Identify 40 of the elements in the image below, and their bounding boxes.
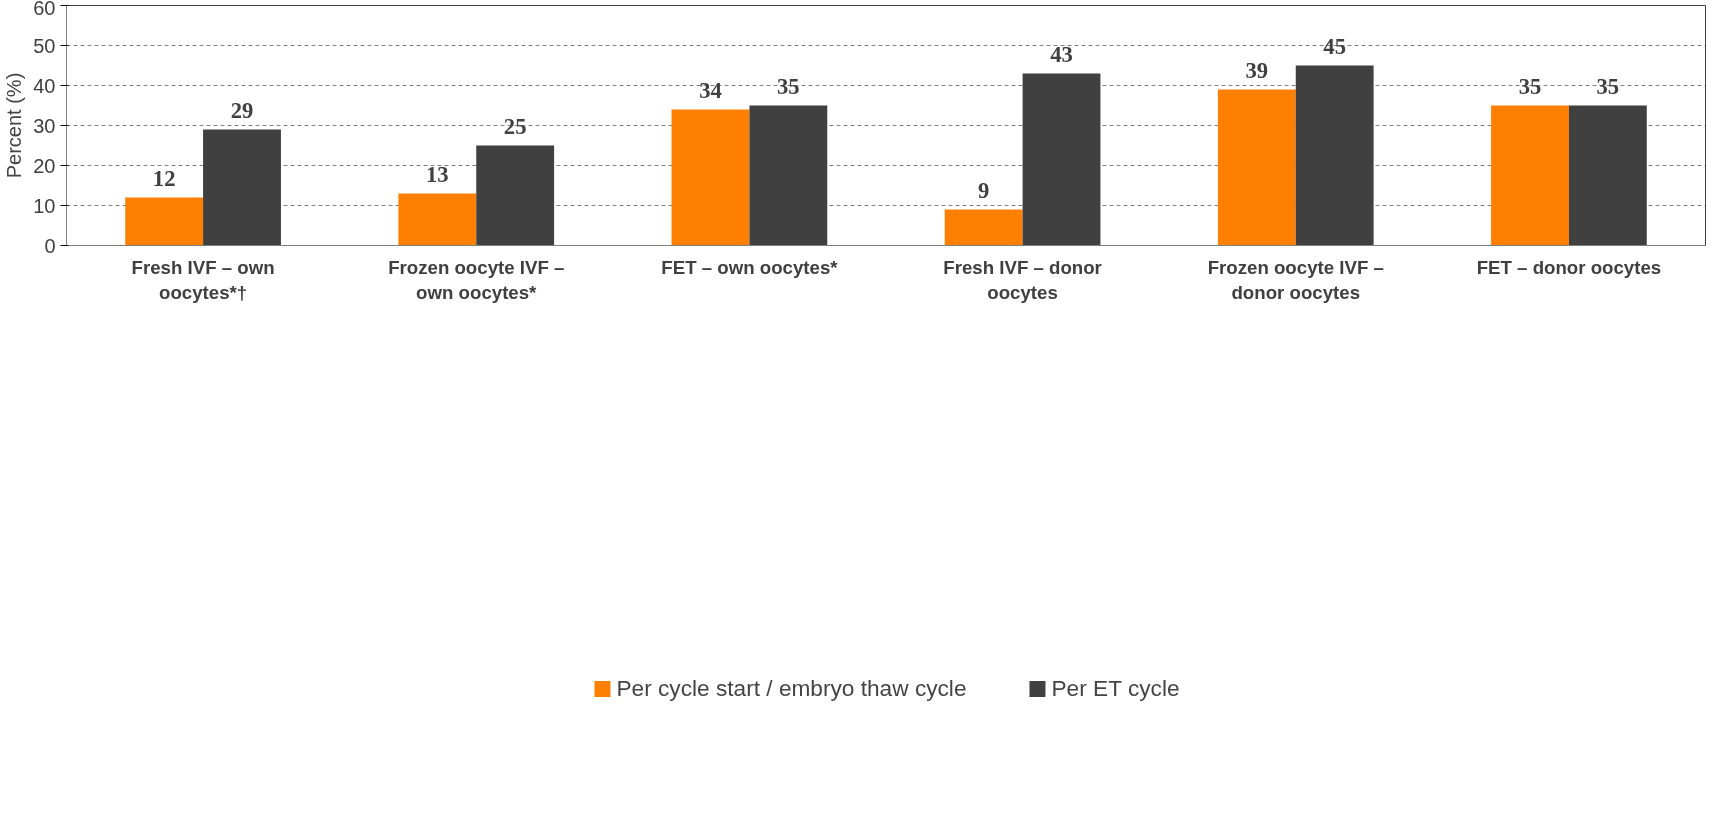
bar	[476, 145, 555, 246]
bar	[1217, 89, 1296, 246]
data-label: 35	[1518, 73, 1542, 99]
data-label: 35	[777, 73, 800, 99]
bar	[671, 109, 750, 246]
data-label: 34	[699, 77, 722, 103]
x-tick-label: Frozen oocyte IVF – donor oocytes	[1207, 256, 1384, 303]
bar	[944, 209, 1023, 246]
y-tick-label: 10	[33, 194, 56, 217]
x-tick-label: Frozen oocyte IVF – own oocytes*	[388, 256, 565, 303]
bar	[125, 197, 204, 246]
bar	[1568, 105, 1647, 246]
data-label: 12	[152, 165, 176, 191]
data-label: 9	[977, 177, 990, 203]
y-tick-label: 60	[33, 0, 56, 19]
data-label: 39	[1245, 57, 1269, 83]
y-tick-label: 20	[33, 154, 56, 177]
bar	[203, 129, 281, 246]
bar	[1491, 105, 1569, 246]
bar	[398, 193, 477, 246]
y-axis-title: Percent (%)	[3, 72, 26, 179]
x-tick-label: Fresh IVF – donor oocytes	[943, 256, 1102, 303]
x-tick-label: FET – donor oocytes	[1476, 256, 1662, 278]
x-tick-label: FET – own oocytes*	[661, 256, 839, 278]
y-tick-label: 40	[33, 74, 56, 97]
y-tick-label: 30	[33, 114, 56, 137]
data-label: 25	[503, 113, 527, 139]
data-label: 45	[1323, 33, 1346, 59]
bar	[1022, 73, 1101, 246]
y-tick-label: 0	[44, 234, 56, 257]
bar	[749, 105, 828, 246]
y-tick-label: 50	[33, 34, 56, 57]
x-tick-label: Fresh IVF – own oocytes*†	[131, 256, 275, 303]
bar	[1295, 65, 1374, 246]
data-label: 35	[1596, 73, 1620, 99]
data-label: 13	[426, 161, 449, 187]
legend-label: Per ET cycle	[1051, 674, 1180, 702]
data-label: 43	[1050, 41, 1073, 67]
data-label: 29	[230, 97, 254, 123]
legend-label: Per cycle start / embryo thaw cycle	[616, 674, 967, 702]
